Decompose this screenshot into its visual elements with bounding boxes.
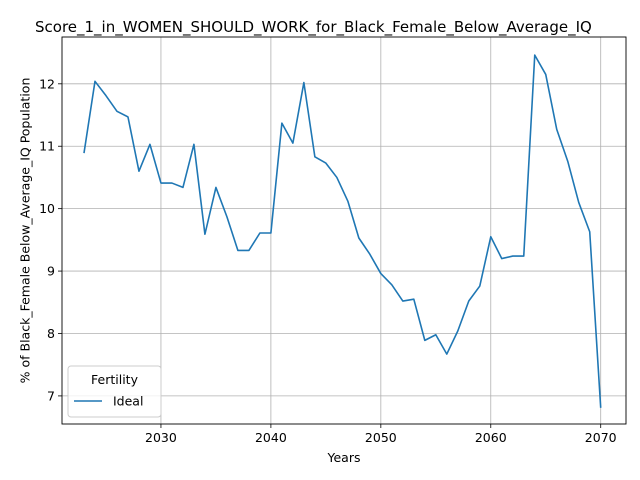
x-tick-label: 2070 bbox=[585, 430, 617, 445]
y-tick-label: 8 bbox=[47, 326, 55, 341]
series-layer bbox=[83, 54, 602, 408]
x-tick-label: 2060 bbox=[475, 430, 507, 445]
legend-box bbox=[67, 365, 162, 418]
x-tick-label: 2050 bbox=[365, 430, 397, 445]
x-tick-label: 2030 bbox=[145, 430, 177, 445]
axis-ticks: 2030 2040 2050 2060 2070 7 8 9 10 11 12 bbox=[39, 76, 617, 445]
y-tick-label: 7 bbox=[47, 388, 55, 403]
chart-title: Score_1_in_WOMEN_SHOULD_WORK_for_Black_F… bbox=[35, 18, 592, 37]
legend: Fertility Ideal bbox=[67, 365, 162, 418]
y-axis-label: % of Black_Female Below_Average_IQ Popul… bbox=[17, 78, 32, 384]
plot-frame bbox=[61, 36, 627, 425]
y-tick-label: 11 bbox=[39, 139, 55, 154]
series-line-ideal bbox=[83, 54, 602, 408]
y-tick-label: 9 bbox=[47, 264, 55, 279]
y-tick-label: 10 bbox=[39, 201, 55, 216]
y-tick-label: 12 bbox=[39, 76, 55, 91]
legend-title: Fertility bbox=[91, 372, 139, 387]
x-tick-label: 2040 bbox=[255, 430, 287, 445]
x-axis-label: Years bbox=[327, 450, 361, 465]
legend-label-ideal: Ideal bbox=[113, 394, 143, 409]
